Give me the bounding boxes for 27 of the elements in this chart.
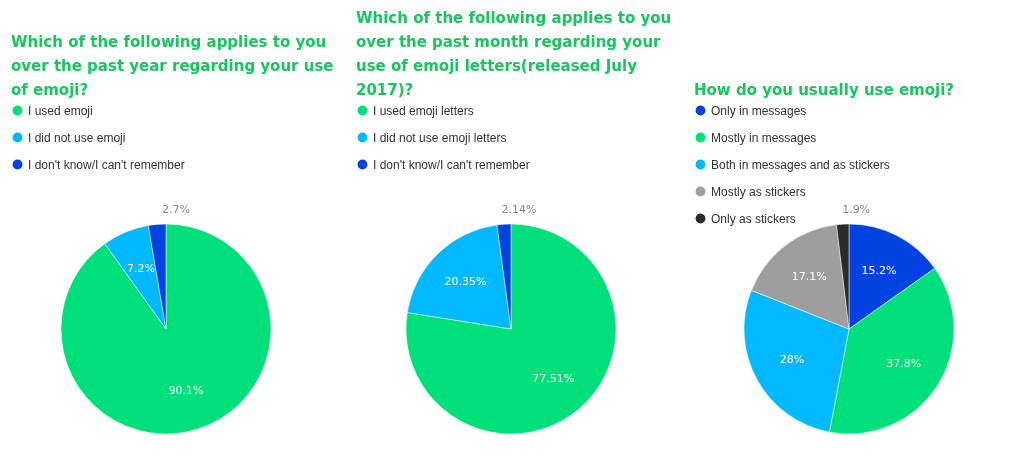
data-label: 1.9%: [842, 203, 871, 217]
legend-label: I used emoji: [28, 103, 93, 118]
legend-label: Only as stickers: [711, 211, 796, 226]
legend-label: I did not use emoji letters: [373, 130, 507, 145]
data-label: 2.7%: [162, 203, 191, 217]
data-label: 20.35%: [444, 275, 487, 289]
legend-label: I did not use emoji: [28, 130, 126, 145]
data-label: 90.1%: [168, 383, 204, 397]
legend-label: Both in messages and as stickers: [711, 157, 890, 172]
pie-slice: [60, 223, 272, 435]
data-label: 2.14%: [501, 203, 537, 217]
data-label: 28%: [779, 353, 805, 367]
chart-title: How do you usually use emoji?: [694, 81, 954, 99]
data-label: 7.2%: [126, 261, 155, 275]
legend-label: Only in messages: [711, 103, 807, 118]
chart-title: Which of the following applies to you over the past month regarding your use of emoji letters(released July 2017)?: [356, 9, 672, 99]
data-label: 77.51%: [532, 371, 575, 385]
chart-title: Which of the following applies to you over the past year regarding your use of emoji?: [11, 33, 334, 99]
legend-label: I don't know/I can't remember: [28, 157, 185, 172]
legend-label: I used emoji letters: [373, 103, 474, 118]
legend-label: Mostly in messages: [711, 130, 817, 145]
legend-label: I don't know/I can't remember: [373, 157, 530, 172]
pie-slice: [405, 223, 617, 435]
legend-label: Mostly as stickers: [711, 184, 806, 199]
data-label: 17.1%: [791, 270, 827, 284]
data-label: 15.2%: [861, 264, 897, 278]
data-label: 37.8%: [886, 357, 922, 371]
